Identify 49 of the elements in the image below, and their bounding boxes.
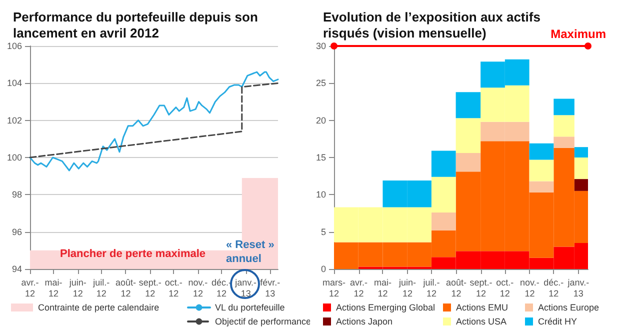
x-tick-label: sept.- 12 [470, 278, 492, 298]
y-tick-label: 25 [316, 78, 326, 88]
y-tick-label: 15 [316, 152, 326, 162]
legend-label: Actions Emerging Global [336, 302, 436, 312]
y-tick-label: 96 [12, 226, 22, 237]
x-tick-label: oct.- 12 [496, 278, 514, 298]
x-tick-label: août- 12 [115, 278, 136, 298]
ref-line-label: Maximum [550, 27, 606, 41]
x-tick-label: déc.- 12 [211, 278, 232, 298]
legend-label: Actions Japon [336, 316, 393, 326]
legend-label: Actions Europe [538, 302, 600, 312]
x-tick-label: oct.- 12 [164, 278, 182, 298]
y-tick-label: 102 [6, 115, 22, 126]
x-tick-label: juil.- 12 [92, 278, 110, 298]
x-tick-label: sept.- 12 [138, 278, 162, 298]
y-tick-label: 104 [6, 78, 22, 88]
x-tick-label: mai- 12 [44, 278, 62, 298]
y-tick-label: 20 [316, 115, 326, 126]
y-tick-label: 106 [6, 41, 22, 51]
y-tick-label: 30 [316, 41, 326, 51]
x-tick-label: août- 12 [446, 278, 466, 298]
chart-title: Performance du portefeuille depuis son lancement en avril 2012 [13, 10, 262, 40]
y-tick-label: 10 [316, 190, 326, 200]
annotation: Plancher de perte maximale [60, 248, 206, 260]
x-tick-label: févr.- 13 [260, 278, 280, 298]
legend-label: Actions EMU [456, 302, 508, 312]
legend-label: VL du portefeuille [215, 302, 285, 312]
y-tick-label: 94 [12, 264, 22, 274]
x-tick-label: avr.- 12 [21, 278, 39, 298]
legend-label: Actions USA [456, 316, 507, 326]
legend-label: Contrainte de perte calendaire [38, 302, 160, 312]
x-tick-label: nov.- 12 [188, 278, 208, 298]
x-tick-label: nov.- 12 [520, 278, 540, 298]
y-tick-label: 0 [320, 264, 326, 274]
annotation: « Reset » annuel [226, 239, 274, 265]
y-tick-label: 5 [320, 226, 326, 237]
x-tick-label: avr.- 12 [350, 278, 368, 298]
x-tick-label: mars- 12 [322, 278, 346, 298]
x-tick-label: déc.- 12 [544, 278, 564, 298]
y-tick-label: 100 [6, 152, 22, 162]
x-tick-label: janv.- 13 [566, 278, 590, 298]
x-tick-label: juin- 12 [398, 278, 416, 298]
x-tick-label: juin- 12 [68, 278, 86, 298]
legend-label: Crédit HY [538, 316, 578, 326]
x-tick-label: janv.- 13 [234, 278, 256, 298]
chart-title: Evolution de l’exposition aux actifs risqués (vision mensuelle) [323, 10, 544, 40]
x-tick-label: juil.- 12 [422, 278, 440, 298]
y-tick-label: 98 [12, 190, 22, 200]
x-tick-label: mai- 12 [374, 278, 392, 298]
